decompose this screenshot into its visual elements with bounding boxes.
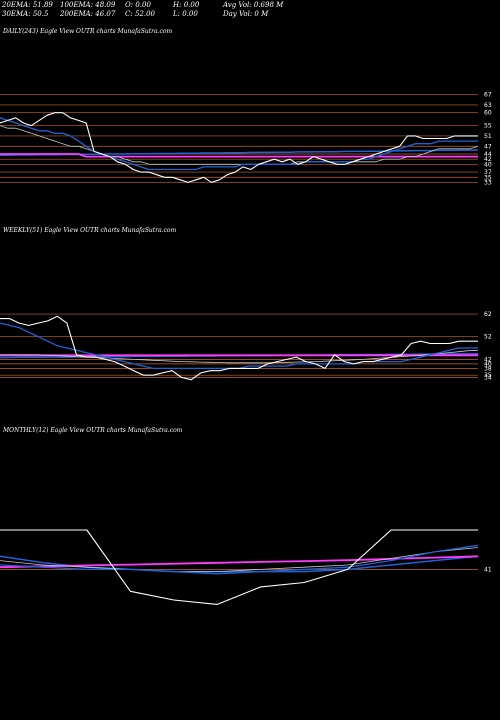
daily-price-line bbox=[0, 112, 478, 183]
open-readout: O: 0.00 bbox=[125, 1, 151, 9]
daily-level-label: 51 bbox=[484, 133, 492, 140]
daily-ema-200-line bbox=[0, 153, 478, 158]
header-row-2: 30EMA: 50.5 200EMA: 46.07 C: 52.00 L: 0.00 D… bbox=[2, 10, 268, 19]
daily-level-label: 60 bbox=[484, 110, 492, 117]
daily-panel-label: DAILY(243) Eagle View OUTR charts Munafa… bbox=[3, 28, 173, 35]
daily-level-label: 44 bbox=[484, 151, 492, 158]
ema200-readout: 200EMA: 46.07 bbox=[60, 10, 116, 18]
low-readout: L: 0.00 bbox=[173, 10, 198, 18]
header-row-1: 20EMA: 51.89 100EMA: 48.09 O: 0.00 H: 0.00 A… bbox=[2, 1, 283, 10]
weekly-level-label: 34 bbox=[484, 374, 492, 381]
weekly-level-label: 52 bbox=[484, 334, 492, 341]
weekly-price-line bbox=[0, 315, 478, 381]
daily-level-label: 67 bbox=[484, 92, 492, 99]
monthly-panel-label: MONTHLY(12) Eagle View OUTR charts Munaf… bbox=[3, 427, 183, 434]
daily-level-label: 35 bbox=[484, 174, 492, 181]
daily-level-label: 37 bbox=[484, 169, 492, 176]
close-readout: C: 52.00 bbox=[125, 10, 155, 18]
ema100-readout: 100EMA: 48.09 bbox=[60, 1, 116, 9]
weekly-panel-label: WEEKLY(51) Eagle View OUTR charts Munafa… bbox=[3, 227, 177, 234]
day-volume-readout: Day Vol: 0 M bbox=[223, 10, 269, 18]
weekly-ema-30-line bbox=[0, 349, 479, 364]
daily-ema-30-line bbox=[0, 125, 479, 165]
monthly-price-line bbox=[0, 529, 478, 605]
weekly-level-label: 62 bbox=[484, 311, 492, 318]
monthly-plot: 41 bbox=[0, 529, 492, 605]
daily-level-label: 33 bbox=[484, 179, 492, 186]
daily-level-label: 47 bbox=[484, 143, 492, 150]
daily-ema-20-line bbox=[0, 117, 478, 171]
daily-level-label: 40 bbox=[484, 161, 492, 168]
monthly-ema-30-line bbox=[0, 547, 479, 572]
daily-level-label: 55 bbox=[484, 123, 492, 130]
weekly-level-label: 40 bbox=[484, 361, 492, 368]
weekly-ema-20-line bbox=[0, 322, 478, 370]
weekly-level-label: 38 bbox=[484, 365, 492, 372]
monthly-ema-20-line bbox=[0, 544, 479, 575]
weekly-level-label: 42 bbox=[484, 356, 492, 363]
monthly-level-label: 41 bbox=[484, 566, 492, 573]
daily-level-label: 42 bbox=[484, 156, 492, 163]
high-readout: H: 0.00 bbox=[173, 1, 200, 9]
weekly-level-label: 35 bbox=[484, 372, 492, 379]
ema20-readout: 20EMA: 51.89 bbox=[2, 1, 53, 9]
daily-level-label: 63 bbox=[484, 102, 492, 109]
ema30-readout: 30EMA: 50.5 bbox=[2, 10, 49, 18]
avg-volume-readout: Avg Vol: 0.698 M bbox=[223, 1, 284, 9]
